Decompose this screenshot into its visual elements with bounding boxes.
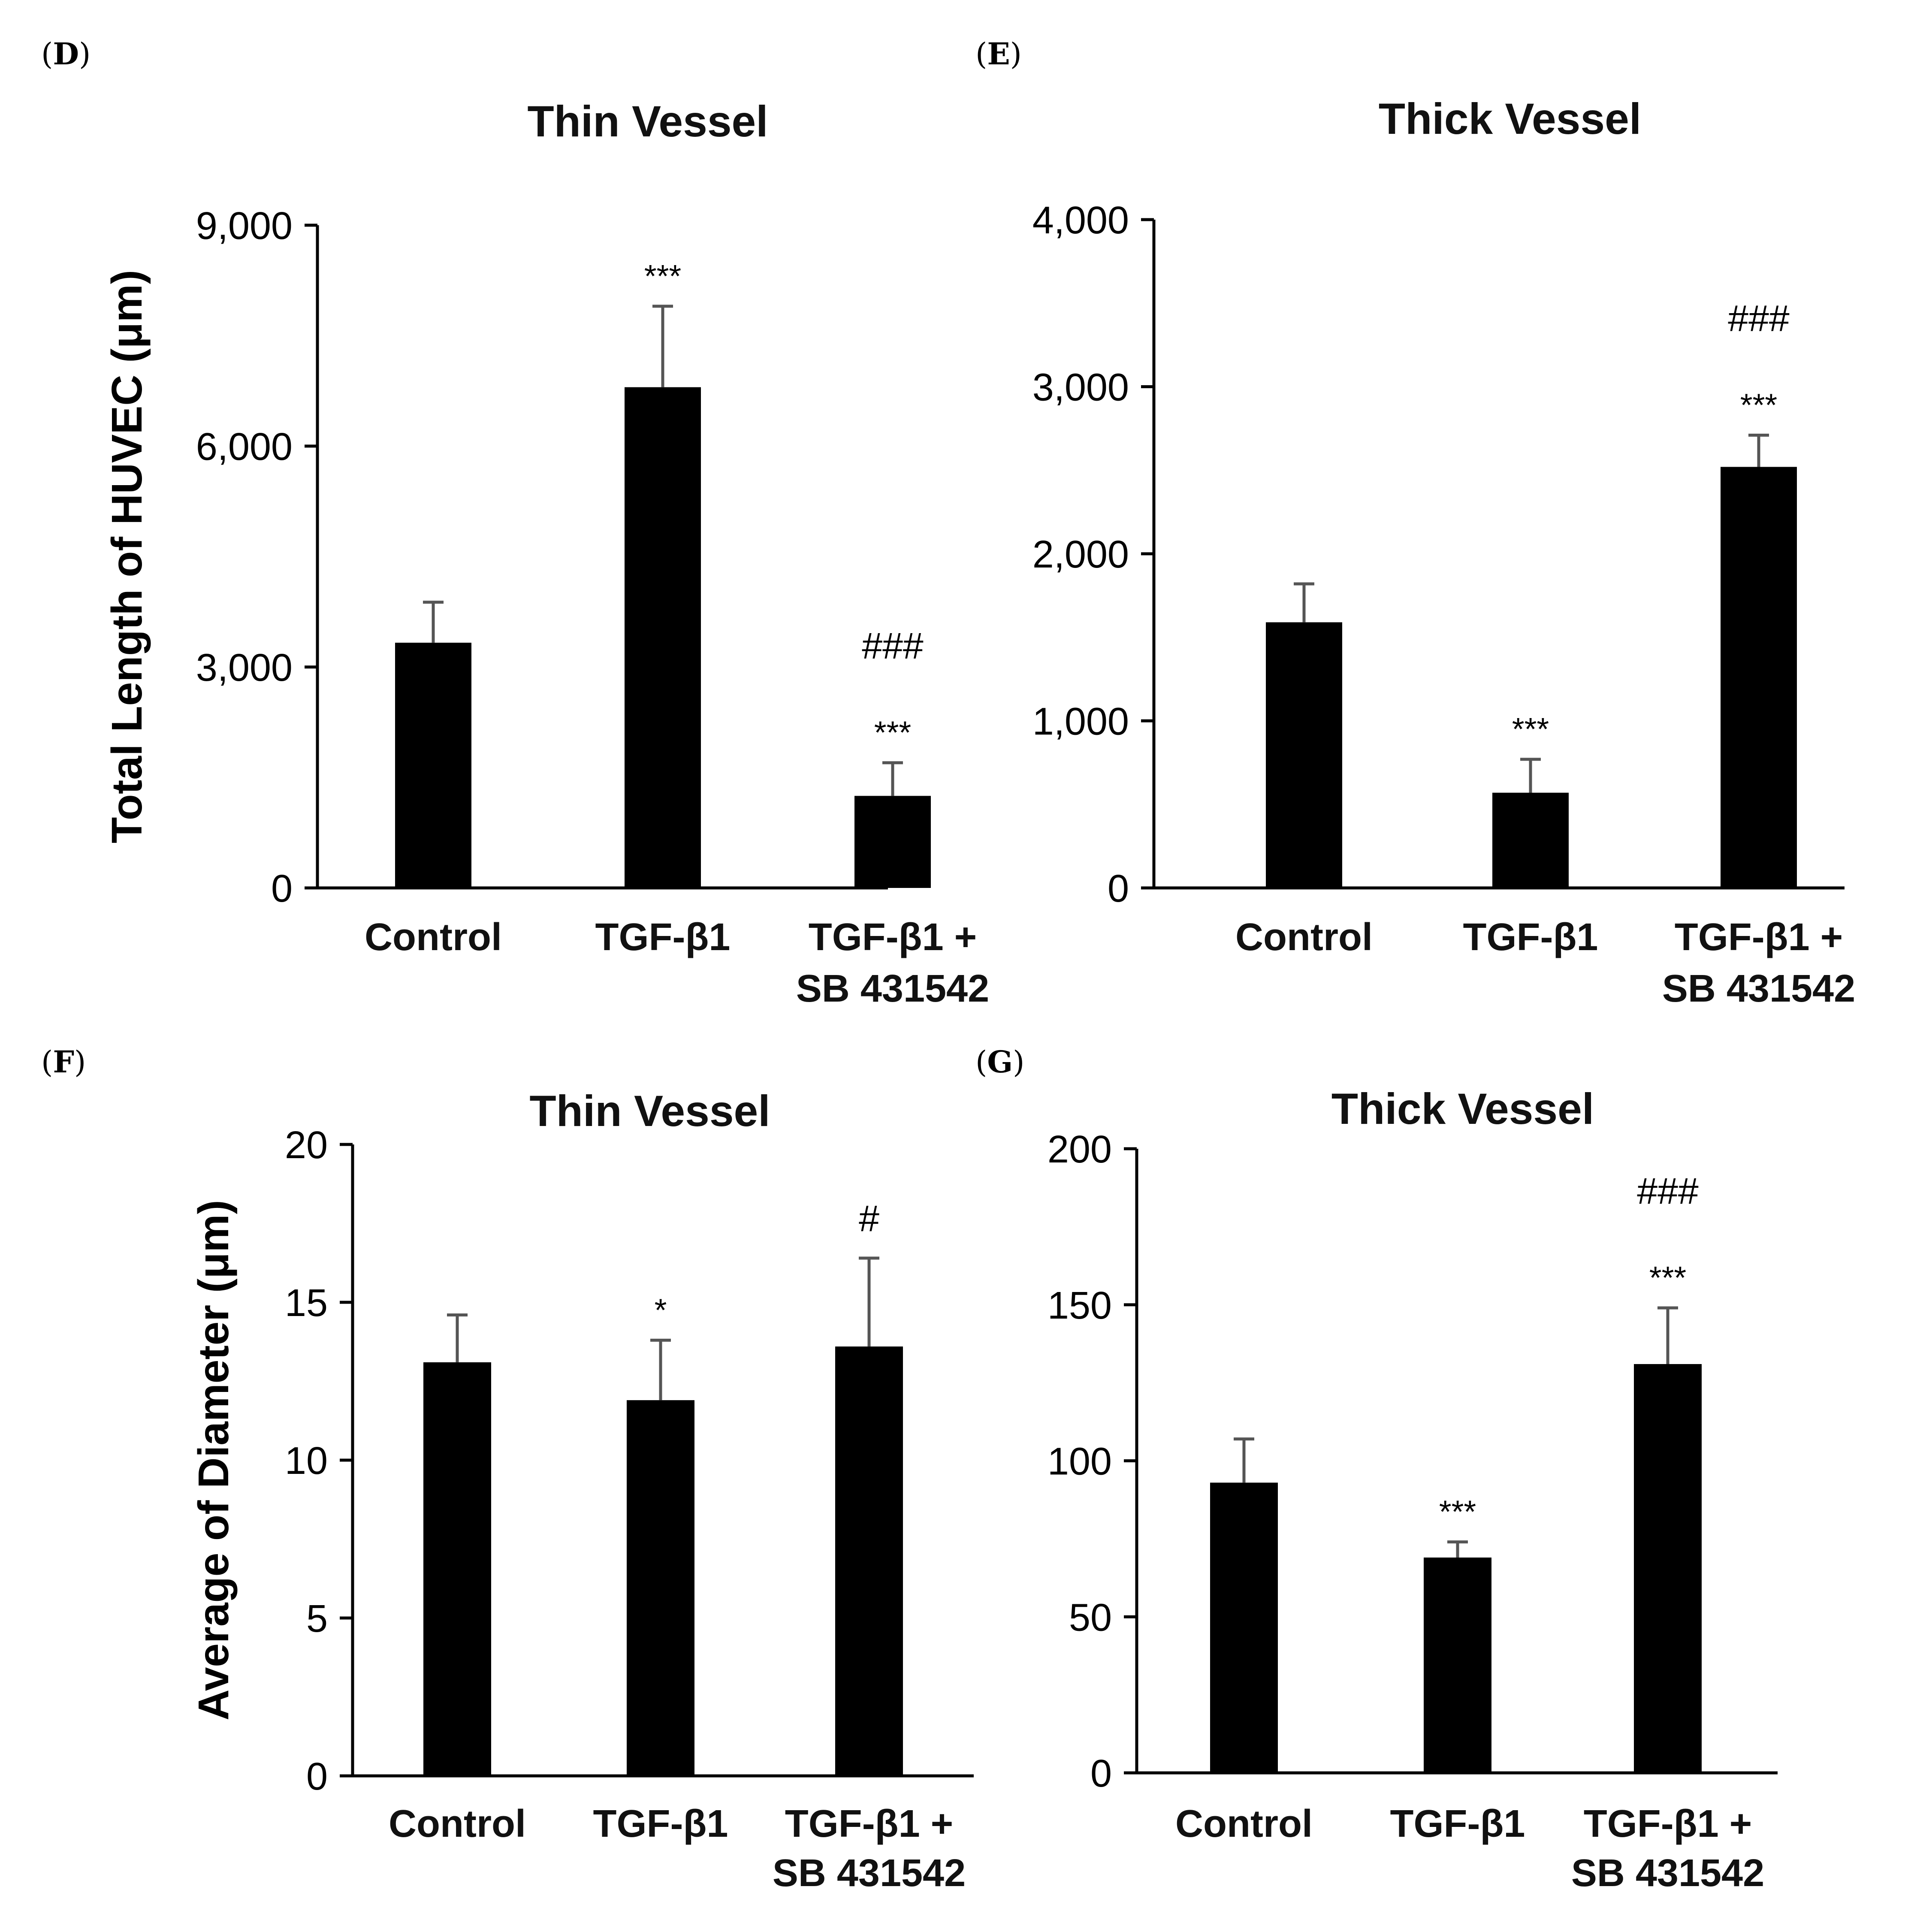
y-tick-label: 3,000 [196,646,293,689]
x-category-label: Control [1235,916,1373,959]
x-category-label: Control [365,916,502,959]
significance-star-label: *** [644,258,681,294]
y-tick-label: 150 [1048,1284,1112,1327]
panel-label: (G) [975,1044,1024,1080]
y-tick-label: 0 [271,867,293,910]
y-tick-label: 3,000 [1032,366,1129,409]
significance-hash-label: ### [1637,1171,1699,1212]
bar [1210,1482,1278,1773]
significance-hash-label: # [859,1198,879,1239]
y-tick-label: 0 [1090,1752,1112,1795]
panel-label: (E) [975,36,1022,72]
bar [854,796,931,888]
bar [1721,467,1797,888]
panel-label-letter: D [53,36,79,72]
panel-label-open-paren: ( [41,36,53,72]
bar [395,643,471,888]
y-tick-label: 4,000 [1032,199,1129,242]
chart-title: Thin Vessel [527,97,768,146]
significance-hash-label: ### [1728,298,1790,339]
x-category-label: TGF-β1 + [1675,916,1843,959]
chart-title: Thick Vessel [1331,1084,1594,1133]
x-category-label: SB 431542 [796,967,989,1010]
y-tick-label: 10 [285,1440,328,1482]
panel-label: (D) [41,36,91,72]
x-category-label: TGF-β1 [1390,1802,1525,1845]
panel-label-open-paren: ( [41,1044,53,1080]
y-tick-label: 50 [1069,1596,1112,1639]
significance-star-label: *** [1740,387,1777,423]
chart-panel-g: (G) Thick Vessel 0 50 100 150 200 Control *** TGF… [975,1044,1778,1895]
significance-star-label: *** [1512,711,1549,747]
x-category-label: SB 431542 [1662,967,1855,1010]
y-tick-label: 200 [1048,1128,1112,1171]
y-tick-label: 2,000 [1032,533,1129,576]
bar [423,1362,491,1776]
x-category-label: TGF-β1 [593,1802,728,1845]
y-axis-title: Total Length of HUVEC (μm) [103,270,151,843]
panel-label-letter: F [53,1044,74,1080]
chart-panel-e: (E) Thick Vessel 0 1,000 2,000 3,000 4,000 Cont… [975,36,1855,1010]
y-tick-label: 5 [306,1597,328,1640]
y-tick-label: 9,000 [196,205,293,248]
significance-star-label: *** [1439,1494,1476,1530]
significance-hash-label: ### [862,625,924,667]
bar [1492,792,1569,888]
bar [1424,1558,1491,1773]
y-axis-title: Average of Diameter (μm) [190,1200,238,1720]
y-tick-label: 0 [306,1755,328,1798]
x-category-label: SB 431542 [1571,1852,1764,1895]
y-tick-label: 1,000 [1032,700,1129,743]
x-category-label: TGF-β1 + [785,1802,953,1845]
panel-label-close-paren: ) [74,1044,86,1080]
x-category-label: Control [1175,1802,1313,1845]
panel-label-letter: G [987,1044,1013,1080]
bar [627,1400,694,1776]
panel-label-letter: E [987,36,1010,72]
panel-label: (F) [41,1044,86,1080]
significance-star-label: * [655,1292,667,1328]
panel-label-close-paren: ) [1013,1044,1024,1080]
y-tick-label: 20 [285,1124,328,1167]
y-tick-label: 0 [1108,867,1129,910]
y-tick-label: 100 [1048,1440,1112,1483]
bar [1634,1364,1702,1773]
x-category-label: SB 431542 [773,1852,966,1895]
y-tick-label: 6,000 [196,426,293,468]
bar [835,1346,903,1776]
panel-label-close-paren: ) [1010,36,1022,72]
x-category-label: TGF-β1 + [1584,1802,1752,1845]
panel-label-open-paren: ( [975,1044,987,1080]
bar [625,387,701,888]
significance-star-label: *** [874,715,911,750]
x-category-label: TGF-β1 [1463,916,1598,959]
panel-label-open-paren: ( [975,36,987,72]
y-tick-label: 15 [285,1282,328,1325]
chart-title: Thin Vessel [529,1087,770,1135]
x-category-label: TGF-β1 + [809,916,977,959]
bar [1266,622,1342,888]
x-category-label: Control [389,1802,526,1845]
chart-panel-f: (F) Thin Vessel 0 5 10 15 20 Average of Diamete… [41,1044,974,1895]
chart-title: Thick Vessel [1379,94,1641,143]
x-category-label: TGF-β1 [595,916,731,959]
panel-label-close-paren: ) [79,36,91,72]
significance-star-label: *** [1649,1260,1686,1295]
